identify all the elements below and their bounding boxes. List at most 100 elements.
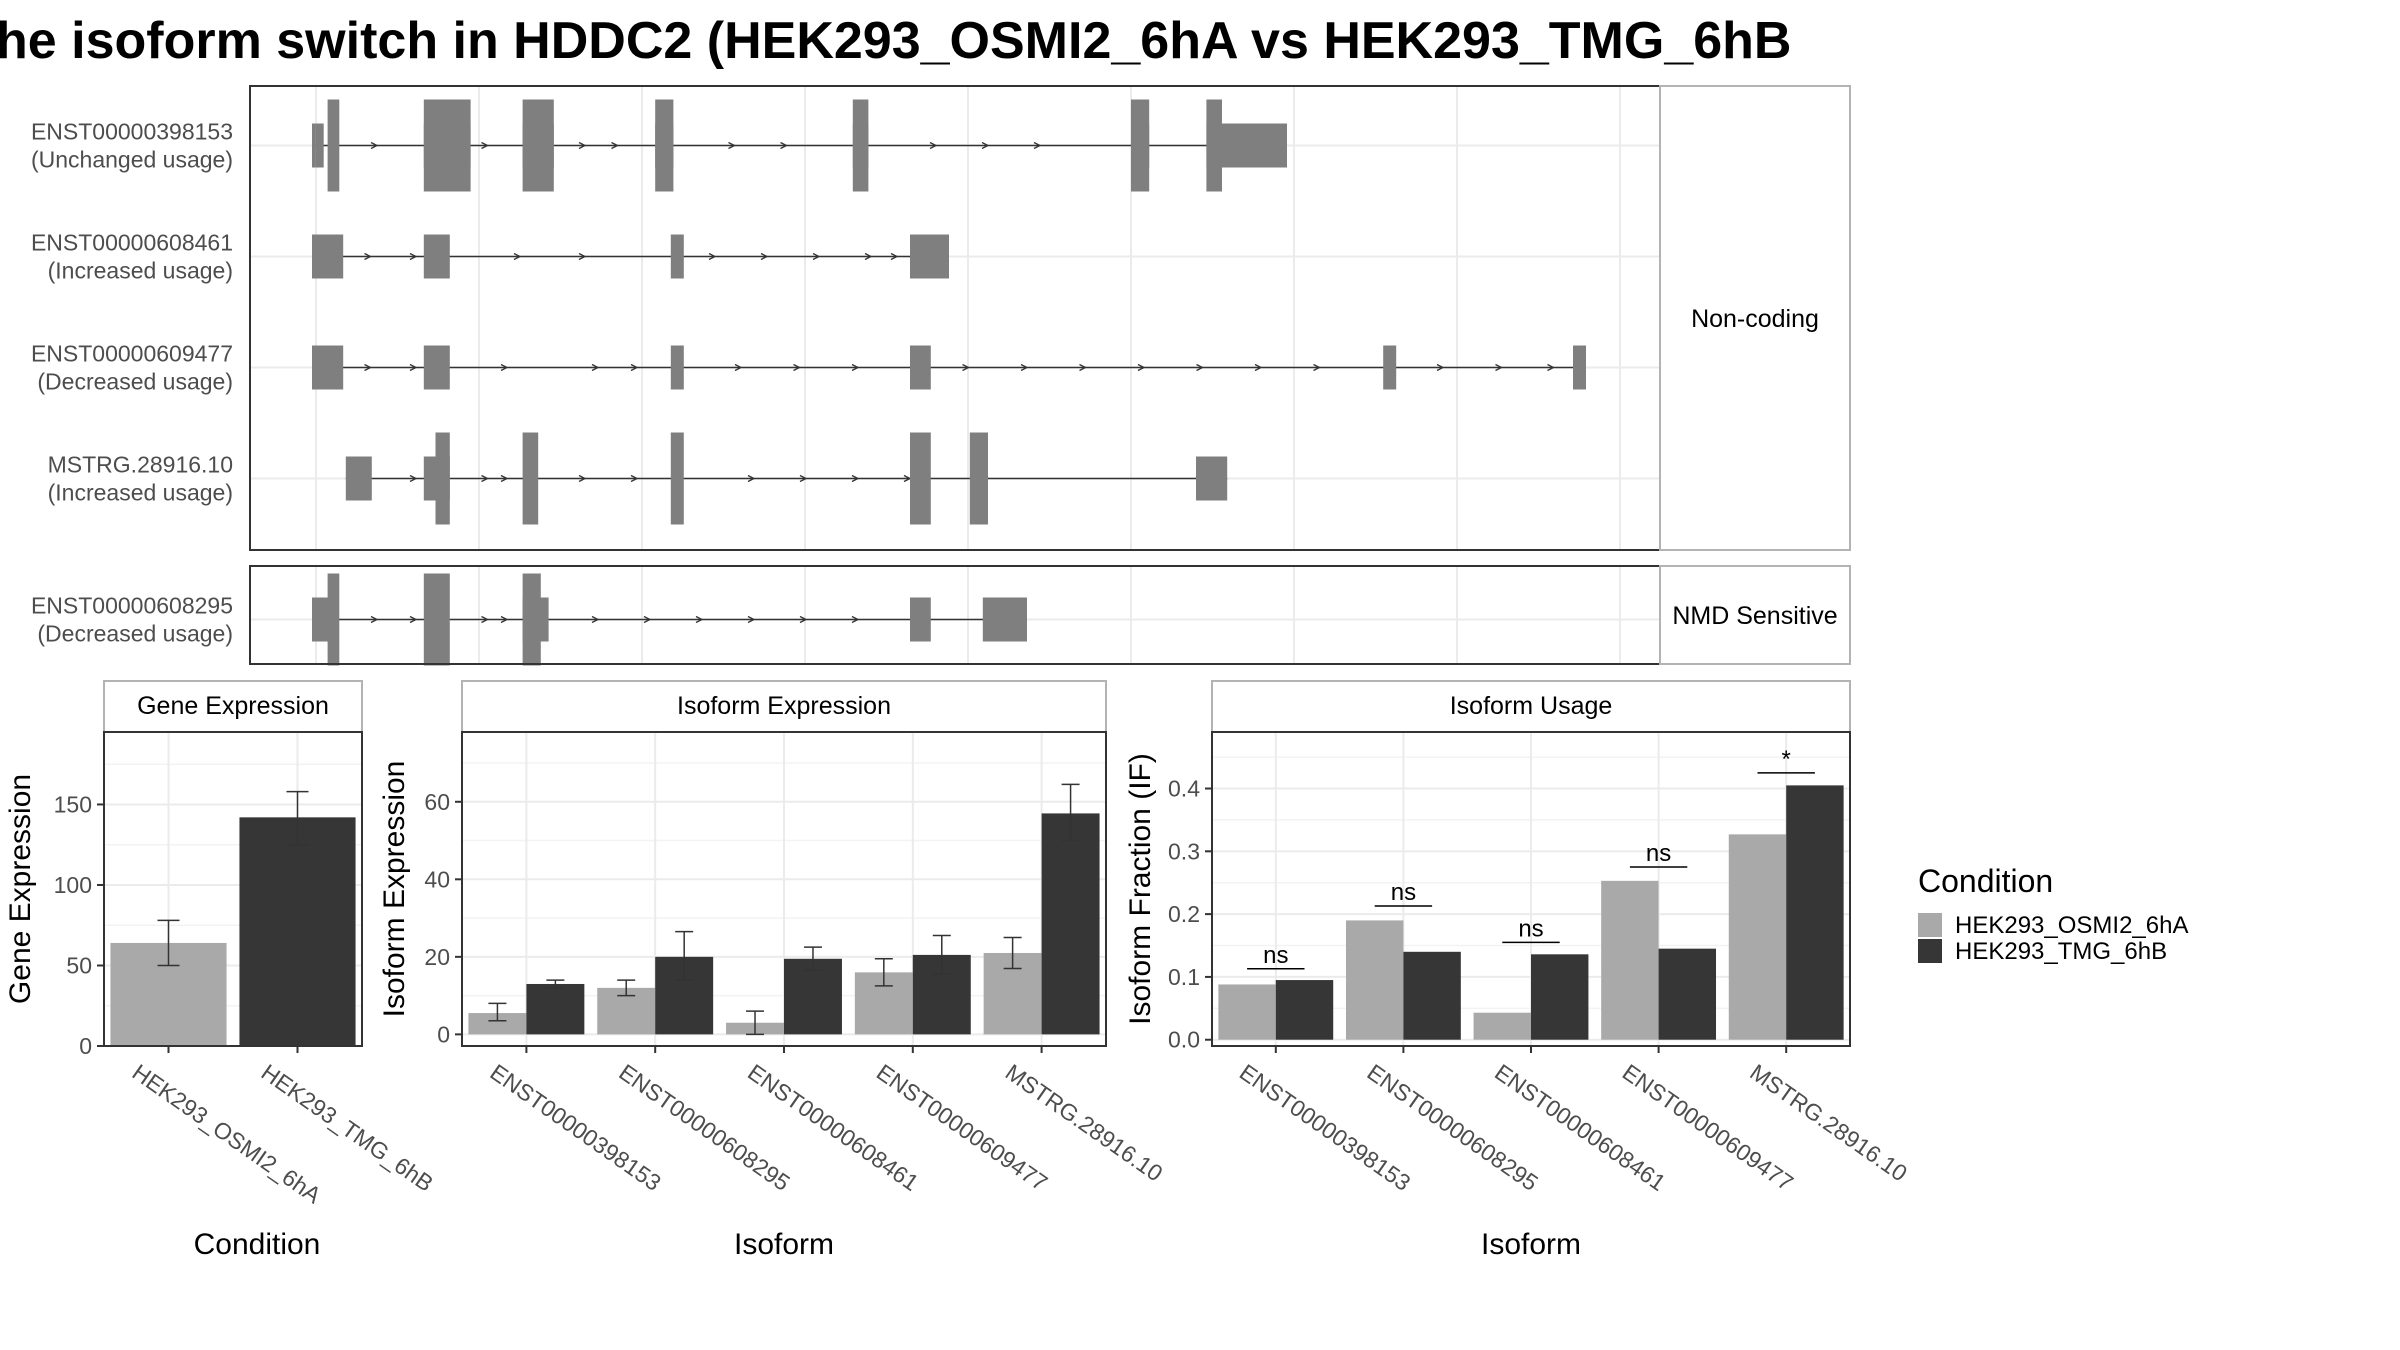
intron-arrow xyxy=(611,141,619,150)
utr-exon xyxy=(345,456,372,501)
legend-swatch xyxy=(1918,913,1942,937)
cds-exon xyxy=(1131,99,1150,192)
intron-arrow xyxy=(747,474,756,483)
cds-exon xyxy=(435,432,450,525)
utr-exon xyxy=(1383,345,1397,390)
intron-arrow xyxy=(409,474,418,483)
significance-label: ns xyxy=(1646,840,1671,867)
intron-arrow xyxy=(890,252,899,261)
transcript-structure-panel: ENST00000398153(Unchanged usage) ENST0000… xyxy=(31,85,1851,666)
utr-exon xyxy=(1196,456,1228,501)
transcript-usage-label: (Increased usage) xyxy=(48,480,233,506)
intron-arrow xyxy=(780,141,788,150)
y-tick-label: 150 xyxy=(54,791,92,817)
bar xyxy=(1658,948,1717,1040)
y-tick-label: 50 xyxy=(66,952,92,978)
x-axis-title: Isoform xyxy=(734,1228,834,1261)
intron-arrow xyxy=(799,615,808,624)
intron-arrow xyxy=(851,363,860,372)
intron-arrow xyxy=(1254,363,1263,372)
cds-exon xyxy=(423,99,471,192)
utr-exon xyxy=(423,234,450,279)
intron-arrow xyxy=(962,363,970,372)
panel-strip-label: Isoform Usage xyxy=(1450,692,1613,720)
expression-bar-panels: Gene Expression050100150HEK293_OSMI2_6hA… xyxy=(4,680,1912,1261)
intron-arrow xyxy=(747,615,756,624)
y-tick-label: 0 xyxy=(79,1033,92,1059)
significance-label: ns xyxy=(1518,915,1543,942)
cds-exon xyxy=(1206,99,1222,192)
cds-exon xyxy=(423,573,450,666)
significance-label: * xyxy=(1782,746,1791,773)
cds-exon xyxy=(670,432,684,525)
intron-arrow xyxy=(500,363,509,372)
intron-arrow xyxy=(851,474,860,483)
transcript-id-label: MSTRG.28916.10 xyxy=(48,452,233,478)
cds-exon xyxy=(522,99,554,192)
intron-arrow xyxy=(929,141,938,150)
transcript-usage-label: (Decreased usage) xyxy=(37,621,233,647)
panel-frame xyxy=(103,731,363,1047)
utr-exon xyxy=(910,345,931,390)
intron-arrow xyxy=(481,615,489,624)
intron-arrow xyxy=(591,615,600,624)
bar xyxy=(1786,785,1844,1040)
bar xyxy=(1473,1012,1531,1040)
panel-strip-label: Isoform Expression xyxy=(677,692,891,720)
group-strip-label: NMD Sensitive xyxy=(1672,602,1837,630)
structure-panel-bg xyxy=(250,566,1660,664)
y-tick-label: 40 xyxy=(424,866,450,892)
intron-arrow xyxy=(1033,141,1042,150)
y-axis-title: Isoform Fraction (IF) xyxy=(1124,753,1157,1025)
bar xyxy=(1345,920,1404,1040)
cds-exon xyxy=(655,99,674,192)
bar xyxy=(1403,951,1461,1040)
cds-exon xyxy=(969,432,988,525)
intron-arrow xyxy=(981,141,990,150)
bar xyxy=(1041,813,1100,1035)
panel-strip xyxy=(1211,680,1851,733)
intron-arrow xyxy=(1495,363,1503,372)
intron-arrow xyxy=(364,252,372,261)
y-axis-title: Isoform Expression xyxy=(378,761,411,1018)
intron-arrow xyxy=(591,363,600,372)
bar xyxy=(1275,980,1334,1040)
utr-exon xyxy=(312,123,316,168)
intron-arrow xyxy=(409,363,418,372)
intron-arrow xyxy=(708,252,717,261)
intron-arrow xyxy=(481,141,489,150)
x-axis-title: Isoform xyxy=(1481,1228,1581,1261)
bar xyxy=(1531,954,1589,1040)
intron-arrow xyxy=(500,615,509,624)
transcript-id-label: ENST00000608295 xyxy=(31,593,233,619)
utr-exon xyxy=(670,234,684,279)
intron-arrow xyxy=(1547,363,1555,372)
utr-exon xyxy=(910,234,949,279)
cds-exon xyxy=(327,99,340,192)
bar xyxy=(1728,834,1787,1040)
intron-arrow xyxy=(481,474,489,483)
utr-exon xyxy=(312,345,344,390)
intron-arrow xyxy=(630,474,639,483)
bar xyxy=(1601,880,1659,1040)
bar xyxy=(239,817,356,1046)
intron-arrow xyxy=(643,615,652,624)
plot-title: he isoform switch in HDDC2 (HEK293_OSMI2… xyxy=(0,12,1791,70)
intron-arrow xyxy=(760,252,769,261)
intron-arrow xyxy=(1436,363,1445,372)
legend-swatch xyxy=(1918,939,1942,963)
intron-arrow xyxy=(500,474,509,483)
transcript-id-label: ENST00000608461 xyxy=(31,230,233,256)
intron-arrow xyxy=(728,141,736,150)
utr-exon xyxy=(315,123,324,168)
intron-arrow xyxy=(513,252,522,261)
intron-arrow xyxy=(864,252,873,261)
bar xyxy=(468,1013,527,1035)
intron-arrow xyxy=(1020,363,1029,372)
cds-exon xyxy=(522,573,541,666)
transcript-usage-label: (Unchanged usage) xyxy=(31,147,233,173)
cds-exon xyxy=(327,573,340,666)
intron-arrow xyxy=(409,252,418,261)
